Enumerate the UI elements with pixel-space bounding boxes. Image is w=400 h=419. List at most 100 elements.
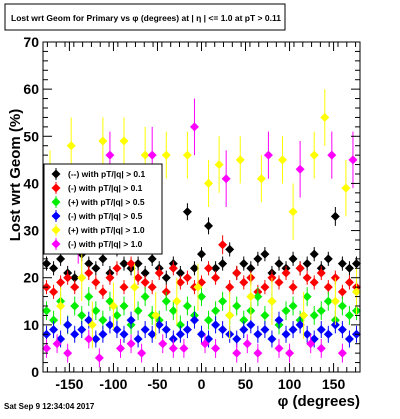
data-point <box>140 268 150 278</box>
data-point <box>204 263 214 273</box>
title-box <box>4 3 286 31</box>
data-point <box>232 268 242 278</box>
data-point <box>137 348 147 358</box>
series-0 <box>42 203 361 285</box>
data-point <box>239 325 249 335</box>
data-point <box>119 301 129 311</box>
data-point <box>87 320 97 330</box>
data-point <box>211 320 221 330</box>
x-tick-label: 50 <box>238 376 254 392</box>
data-point <box>182 325 192 335</box>
data-point <box>253 292 263 302</box>
data-point <box>70 329 80 339</box>
data-point <box>302 329 312 339</box>
data-point <box>197 292 206 302</box>
y-tick-label: 60 <box>23 81 39 97</box>
data-point <box>235 155 245 165</box>
data-point <box>351 287 361 297</box>
data-point <box>105 273 115 283</box>
x-tick-label: 0 <box>198 376 206 392</box>
data-point <box>337 348 347 358</box>
data-point <box>133 259 143 269</box>
y-axis-label: Lost wrt Geom (%) <box>7 109 24 242</box>
data-point <box>218 259 228 269</box>
data-point <box>119 329 129 339</box>
data-point <box>260 282 270 292</box>
data-point <box>316 325 326 335</box>
data-point <box>256 174 266 184</box>
data-point <box>344 263 354 273</box>
legend-marker <box>51 239 61 249</box>
data-point <box>281 329 291 339</box>
data-point <box>84 268 94 278</box>
data-point <box>175 268 185 278</box>
data-point <box>344 334 354 344</box>
data-point <box>84 334 94 344</box>
data-point <box>84 292 94 302</box>
data-point <box>302 292 312 302</box>
data-point <box>337 301 347 311</box>
data-point <box>281 268 291 278</box>
legend-marker <box>51 211 61 221</box>
legend: (--) with pT/|q| > 0.1 (-) with pT/|q| > … <box>43 163 163 255</box>
data-point <box>140 325 150 335</box>
data-point <box>91 277 101 287</box>
data-point <box>274 259 284 269</box>
data-point <box>204 221 214 231</box>
data-point <box>49 287 59 297</box>
data-point <box>267 296 277 306</box>
data-point <box>242 339 252 349</box>
data-point <box>140 150 150 160</box>
data-point <box>288 282 298 292</box>
data-point <box>182 301 192 311</box>
data-point <box>274 277 284 287</box>
legend-label: (--) with pT/|q| > 0.1 <box>68 169 146 179</box>
data-point <box>63 348 73 358</box>
data-point <box>253 329 263 339</box>
data-point <box>49 315 59 325</box>
data-point <box>337 287 347 297</box>
data-point <box>175 277 185 287</box>
data-point <box>263 150 273 160</box>
data-point <box>182 207 192 217</box>
data-point <box>288 325 298 335</box>
data-point <box>260 249 270 259</box>
data-point <box>193 282 203 292</box>
legend-label: (+) with pT/|q| > 0.5 <box>68 197 145 207</box>
data-point <box>316 343 326 353</box>
data-point <box>70 273 80 283</box>
data-point <box>246 292 256 302</box>
data-point <box>182 273 192 283</box>
x-tick-label: -50 <box>147 376 167 392</box>
data-point <box>278 155 288 165</box>
data-point <box>56 301 66 311</box>
data-point <box>348 155 358 165</box>
data-point <box>197 329 206 339</box>
data-point <box>211 306 221 316</box>
data-point <box>158 339 168 349</box>
data-point <box>112 325 122 335</box>
data-point <box>70 282 80 292</box>
data-point <box>239 315 249 325</box>
data-point <box>84 259 94 269</box>
data-point <box>108 301 118 311</box>
x-tick-label: -150 <box>55 376 83 392</box>
data-point <box>77 310 87 320</box>
data-point <box>189 315 199 325</box>
data-point <box>91 263 101 273</box>
data-point <box>115 343 125 353</box>
data-point <box>225 282 235 292</box>
data-point <box>267 334 277 344</box>
data-point <box>316 268 326 278</box>
y-tick-label: 50 <box>23 128 39 144</box>
data-point <box>344 310 354 320</box>
data-point <box>42 306 52 316</box>
series-2 <box>42 287 361 335</box>
legend-label: (-) with pT/|q| > 1.0 <box>68 239 143 249</box>
data-point <box>172 296 182 306</box>
data-point <box>221 174 231 184</box>
data-point <box>168 306 178 316</box>
data-point <box>189 122 199 132</box>
data-point <box>126 259 136 269</box>
